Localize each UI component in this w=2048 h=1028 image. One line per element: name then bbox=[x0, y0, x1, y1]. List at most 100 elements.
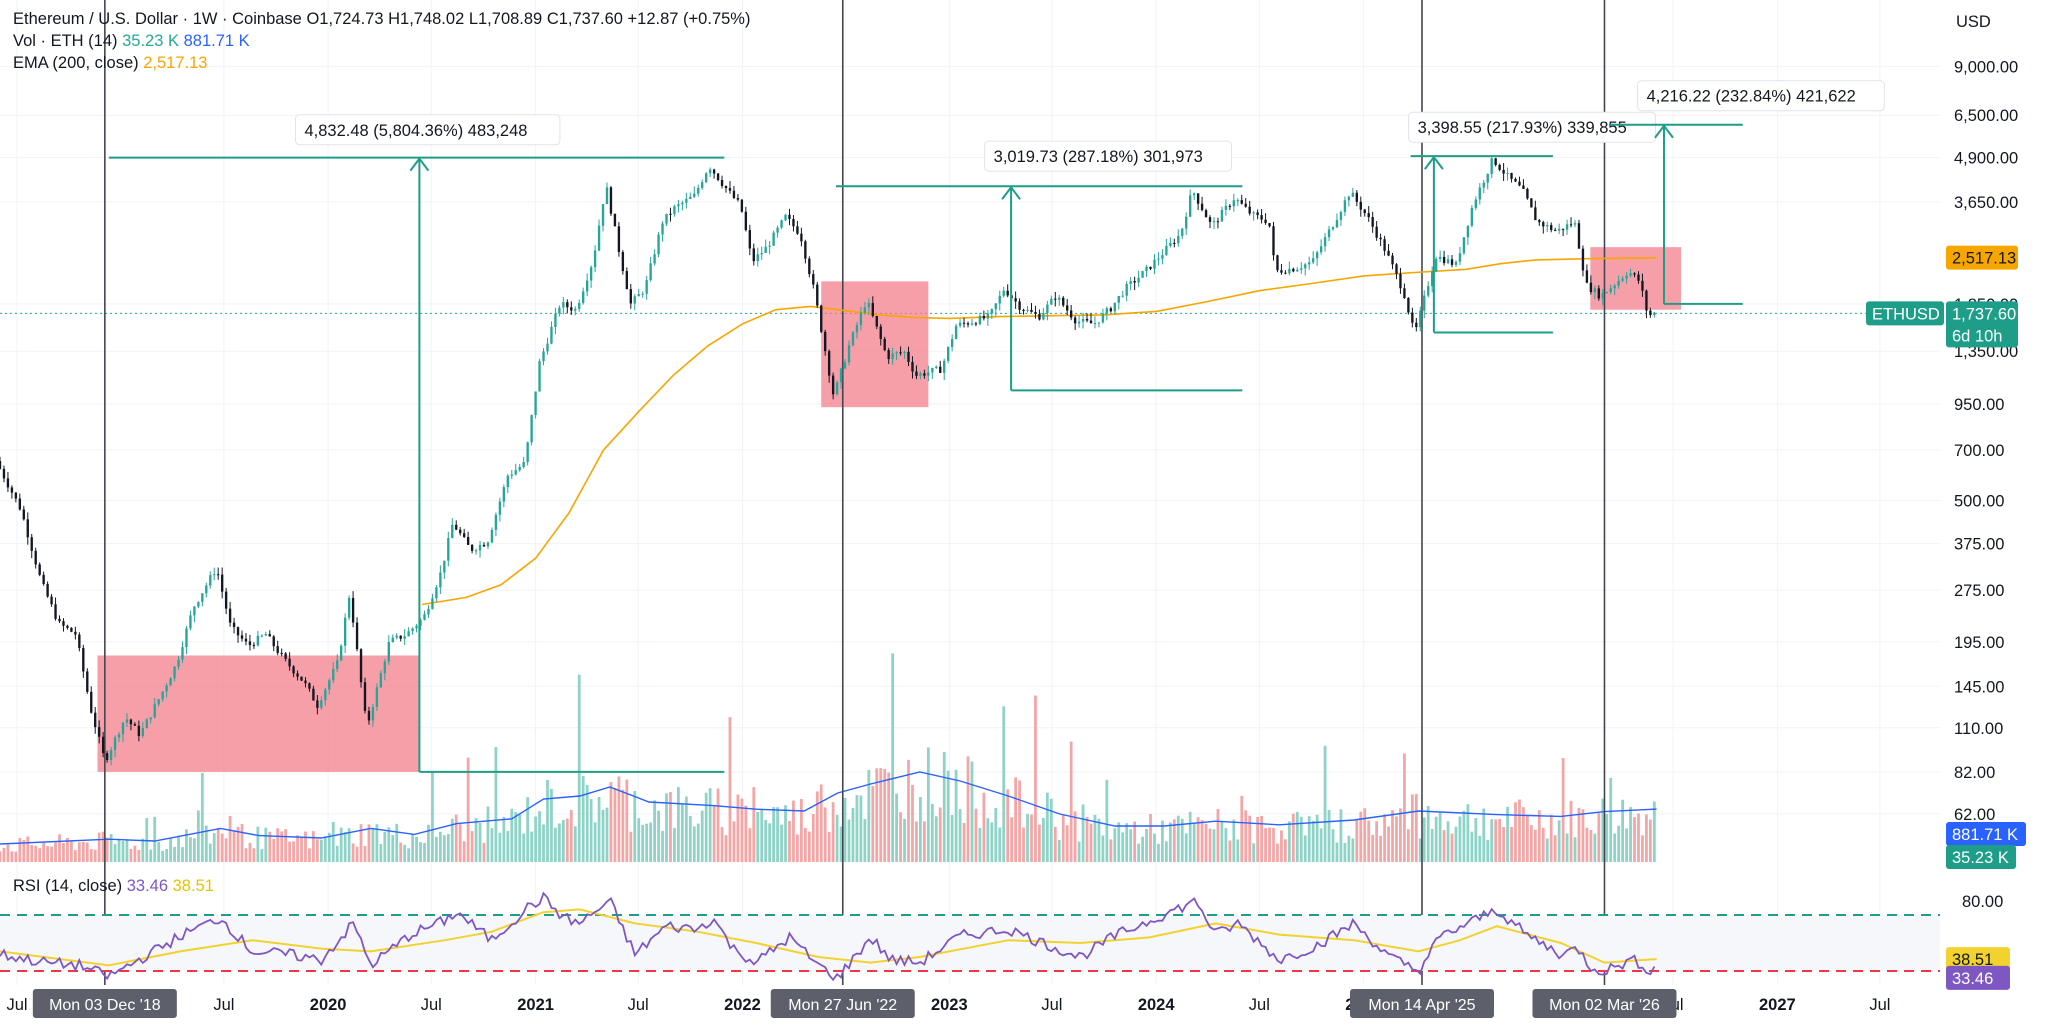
volume-bar bbox=[700, 810, 704, 862]
volume-bar bbox=[883, 768, 887, 862]
volume-bar bbox=[113, 844, 117, 862]
candle-body bbox=[209, 575, 212, 586]
volume-bar bbox=[1260, 815, 1263, 862]
rsi-legend[interactable]: RSI (14, close) 33.46 38.51 bbox=[13, 877, 214, 896]
measure-label-box[interactable] bbox=[1637, 80, 1885, 112]
volume-bar bbox=[1006, 789, 1010, 862]
volume-bar bbox=[331, 821, 335, 862]
measure-label-box[interactable] bbox=[295, 114, 561, 146]
volume-legend-row[interactable]: Vol · ETH (14) 35.23 K 881.71 K bbox=[13, 30, 750, 52]
currency-label[interactable]: USD bbox=[1956, 13, 1991, 31]
price-tick-label: 4,900.00 bbox=[1954, 150, 2018, 168]
date-flag[interactable] bbox=[770, 989, 915, 1018]
volume-bar bbox=[534, 816, 537, 862]
volume-bar bbox=[272, 838, 276, 862]
rsi-badge[interactable] bbox=[1946, 965, 2010, 990]
candle-body bbox=[1546, 225, 1549, 227]
volume-bar bbox=[1264, 828, 1267, 862]
candle-body bbox=[605, 187, 609, 205]
date-flag[interactable] bbox=[32, 989, 177, 1018]
candle-body bbox=[720, 180, 724, 186]
volume-bar bbox=[1192, 822, 1196, 862]
volume-bar bbox=[633, 790, 637, 862]
candle-body bbox=[14, 492, 18, 499]
ticker-badge[interactable] bbox=[1866, 301, 1944, 326]
candle-body bbox=[1391, 255, 1394, 265]
volume-bar bbox=[875, 768, 879, 862]
candle-body bbox=[1066, 305, 1069, 311]
volume-bar bbox=[133, 845, 137, 862]
measure-label: 4,832.48 (5,804.36%) 483,248 bbox=[305, 122, 528, 140]
candle-body bbox=[1351, 192, 1355, 197]
measure-label-box[interactable] bbox=[984, 140, 1232, 172]
volume-ma-badge[interactable] bbox=[1946, 822, 2026, 846]
volume-bar bbox=[1442, 830, 1446, 862]
volume-bar bbox=[1502, 827, 1505, 862]
volume-bar bbox=[510, 808, 514, 862]
volume-bar bbox=[1438, 812, 1442, 862]
candle-body bbox=[1236, 200, 1239, 202]
candle-body bbox=[617, 226, 621, 253]
candle-body bbox=[82, 648, 85, 672]
volume-bar bbox=[1359, 811, 1363, 862]
volume-bar bbox=[1117, 822, 1121, 862]
volume-bar bbox=[970, 761, 974, 862]
volume-bar bbox=[375, 824, 379, 862]
symbol-row[interactable]: Ethereum / U.S. Dollar · 1W · Coinbase O… bbox=[13, 8, 750, 30]
candle-body bbox=[1526, 188, 1529, 199]
ema-price-badge[interactable] bbox=[1946, 245, 2018, 270]
candle-body bbox=[1145, 266, 1148, 272]
candle-body bbox=[546, 343, 549, 352]
volume-bar bbox=[1430, 828, 1434, 862]
candle-body bbox=[1498, 164, 1501, 170]
volume-bar bbox=[926, 747, 930, 862]
candle-body bbox=[708, 169, 712, 174]
volume-bar bbox=[764, 819, 768, 862]
volume-bar bbox=[208, 843, 212, 862]
rsi-ma-badge[interactable] bbox=[1946, 947, 2010, 972]
candle-body bbox=[1557, 228, 1561, 231]
volume-bar bbox=[244, 848, 248, 862]
volume-bar bbox=[708, 788, 712, 862]
candle-body bbox=[1042, 312, 1045, 320]
volume-bar bbox=[577, 674, 581, 862]
symbol-title[interactable]: Ethereum / U.S. Dollar · 1W · Coinbase bbox=[13, 10, 302, 28]
candle-body bbox=[0, 460, 2, 469]
volume-badge[interactable] bbox=[1946, 845, 2016, 869]
volume-bar bbox=[1287, 821, 1291, 862]
volume-bar bbox=[665, 793, 668, 862]
measure-label-box[interactable] bbox=[1408, 111, 1656, 143]
ema-legend-row[interactable]: EMA (200, close) 2,517.13 bbox=[13, 52, 750, 74]
price-tick-label: 9,000.00 bbox=[1954, 58, 2018, 76]
time-tick-label: Jul bbox=[421, 996, 442, 1014]
volume-bar bbox=[1204, 823, 1208, 862]
support-zone[interactable] bbox=[97, 655, 420, 772]
volume-bar bbox=[93, 849, 97, 862]
volume-bar bbox=[784, 805, 787, 862]
candle-body bbox=[633, 296, 636, 304]
candle-body bbox=[1585, 270, 1589, 283]
candle-body bbox=[1561, 228, 1565, 230]
support-zone[interactable] bbox=[821, 281, 929, 408]
price-tick-label: 110.00 bbox=[1954, 720, 2003, 738]
candle-body bbox=[1081, 318, 1085, 322]
volume-bar bbox=[252, 848, 256, 862]
candle-body bbox=[744, 211, 748, 231]
candle-body bbox=[796, 226, 799, 234]
date-flag[interactable] bbox=[1532, 989, 1677, 1018]
volume-bar bbox=[696, 823, 700, 862]
volume-bar bbox=[732, 821, 736, 862]
candle-body bbox=[395, 635, 398, 638]
candle-body bbox=[764, 246, 767, 253]
volume-bar bbox=[220, 833, 224, 862]
candle-body bbox=[946, 347, 950, 361]
last-price-badge[interactable] bbox=[1946, 301, 2018, 348]
candle-body bbox=[530, 415, 533, 443]
volume-bar bbox=[958, 809, 962, 862]
candle-body bbox=[1633, 273, 1636, 275]
volume-bar bbox=[6, 844, 10, 862]
candle-body bbox=[10, 487, 14, 493]
candle-body bbox=[1577, 223, 1581, 249]
date-flag[interactable] bbox=[1349, 989, 1494, 1018]
